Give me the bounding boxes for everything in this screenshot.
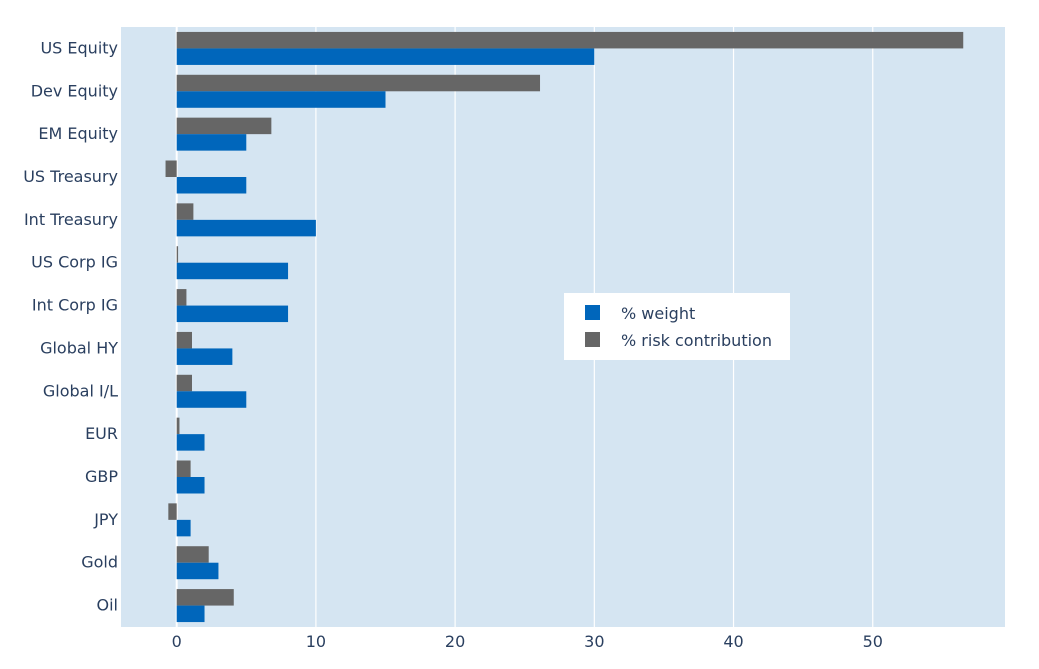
bar-weight[interactable] xyxy=(176,134,247,151)
x-tick-label: 10 xyxy=(306,632,326,651)
bar-risk-contribution[interactable] xyxy=(176,31,964,49)
bar-weight[interactable] xyxy=(176,177,247,194)
x-tick-label: 20 xyxy=(445,632,465,651)
bar-weight[interactable] xyxy=(176,562,219,580)
bar-risk-contribution[interactable] xyxy=(176,460,191,478)
bar-weight[interactable] xyxy=(176,48,595,65)
x-tick-label: 50 xyxy=(863,632,883,651)
bar-weight[interactable] xyxy=(176,605,205,623)
bar-risk-contribution[interactable] xyxy=(176,546,209,563)
category-label: GBP xyxy=(85,467,118,486)
bar-weight[interactable] xyxy=(176,391,247,408)
bar-risk-contribution[interactable] xyxy=(176,203,194,220)
legend-box xyxy=(564,293,790,360)
bar-weight[interactable] xyxy=(176,434,205,451)
bar-weight[interactable] xyxy=(176,262,289,280)
legend-swatch-weight xyxy=(585,305,600,320)
bar-risk-contribution[interactable] xyxy=(176,374,192,392)
category-label: Global HY xyxy=(40,338,118,357)
category-label: Int Treasury xyxy=(24,210,118,229)
x-tick-label: 30 xyxy=(584,632,604,651)
bar-risk-contribution[interactable] xyxy=(168,503,177,520)
category-label: Oil xyxy=(97,596,118,615)
category-label: US Corp IG xyxy=(31,253,118,272)
bar-risk-contribution[interactable] xyxy=(176,117,272,135)
bar-risk-contribution[interactable] xyxy=(176,246,179,263)
category-label: US Equity xyxy=(40,38,118,57)
bar-risk-contribution[interactable] xyxy=(165,160,177,178)
legend-label-weight: % weight xyxy=(621,304,695,323)
category-label: Global I/L xyxy=(43,381,118,400)
category-label: Int Corp IG xyxy=(32,296,118,315)
bar-risk-contribution[interactable] xyxy=(176,417,180,435)
legend-label-risk: % risk contribution xyxy=(621,331,772,350)
bar-weight[interactable] xyxy=(176,91,386,108)
legend-swatch-risk xyxy=(585,332,600,347)
category-label: Dev Equity xyxy=(31,81,118,100)
bar-weight[interactable] xyxy=(176,519,191,537)
legend[interactable]: % weight % risk contribution xyxy=(564,293,790,360)
bar-risk-contribution[interactable] xyxy=(176,589,234,606)
bars xyxy=(165,31,964,623)
bar-weight[interactable] xyxy=(176,219,316,237)
category-label: US Treasury xyxy=(23,167,118,186)
bar-risk-contribution[interactable] xyxy=(176,331,192,349)
bar-weight[interactable] xyxy=(176,477,205,494)
x-tick-label: 40 xyxy=(723,632,743,651)
bar-risk-contribution[interactable] xyxy=(176,74,541,92)
category-label: EM Equity xyxy=(38,124,118,143)
category-labels: US Equity Dev Equity EM Equity US Treasury I… xyxy=(23,38,118,614)
category-label: JPY xyxy=(93,510,118,529)
category-label: EUR xyxy=(85,424,118,443)
bar-weight[interactable] xyxy=(176,305,289,323)
x-tick-label: 0 xyxy=(172,632,182,651)
bar-weight[interactable] xyxy=(176,348,233,365)
category-label: Gold xyxy=(81,553,118,572)
bar-risk-contribution[interactable] xyxy=(176,289,187,306)
x-tick-labels: 0 10 20 30 40 50 xyxy=(172,632,883,651)
